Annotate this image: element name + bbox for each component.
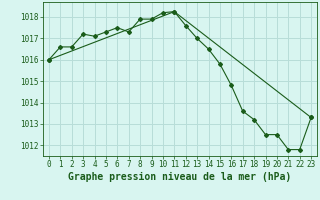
X-axis label: Graphe pression niveau de la mer (hPa): Graphe pression niveau de la mer (hPa) xyxy=(68,172,292,182)
